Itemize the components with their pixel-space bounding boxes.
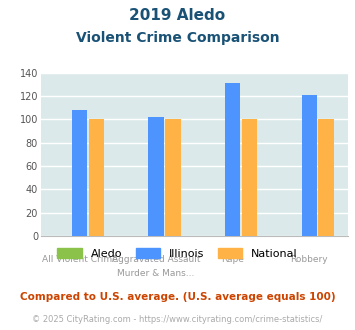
Bar [301,95,317,236]
Text: Murder & Mans...: Murder & Mans... [118,269,195,278]
Text: Rape: Rape [221,255,244,264]
Bar [225,83,240,236]
Text: All Violent Crime: All Violent Crime [42,255,117,264]
Bar [88,119,104,236]
Text: Compared to U.S. average. (U.S. average equals 100): Compared to U.S. average. (U.S. average … [20,292,335,302]
Text: 2019 Aledo: 2019 Aledo [130,8,225,23]
Bar [318,119,334,236]
Text: Violent Crime Comparison: Violent Crime Comparison [76,31,279,45]
Text: Robbery: Robbery [290,255,328,264]
Bar [242,119,257,236]
Bar [165,119,181,236]
Bar [72,110,87,236]
Text: Aggravated Assault: Aggravated Assault [112,255,200,264]
Text: © 2025 CityRating.com - https://www.cityrating.com/crime-statistics/: © 2025 CityRating.com - https://www.city… [32,315,323,324]
Bar [148,117,164,236]
Legend: Aledo, Illinois, National: Aledo, Illinois, National [53,244,302,263]
